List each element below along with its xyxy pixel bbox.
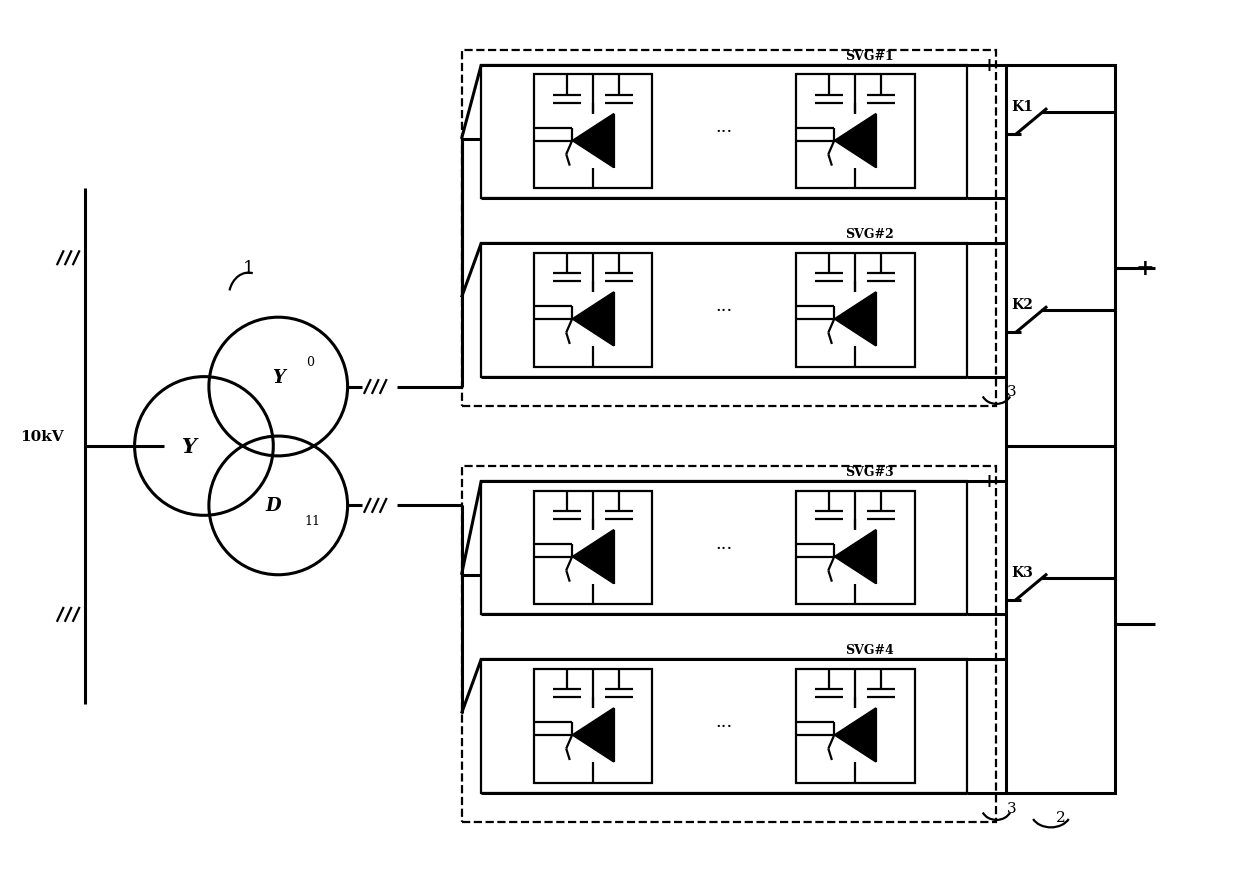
Text: 2: 2	[1056, 811, 1065, 825]
Bar	[796, 491, 915, 605]
Bar	[796, 669, 915, 783]
Text: +: +	[982, 57, 997, 74]
Polygon shape	[572, 708, 614, 762]
Text: 3: 3	[1007, 385, 1016, 399]
Text: ···: ···	[715, 717, 733, 735]
Text: SVG#3: SVG#3	[846, 465, 894, 478]
Text: D: D	[265, 497, 281, 515]
Bar	[481, 66, 967, 199]
Text: 1: 1	[243, 260, 254, 277]
Text: SVG#4: SVG#4	[846, 643, 894, 657]
Text: -: -	[982, 650, 990, 668]
Text: -: -	[1141, 614, 1149, 635]
Text: SVG#2: SVG#2	[846, 228, 894, 241]
Bar	[461, 466, 997, 822]
Text: 10kV: 10kV	[21, 430, 64, 444]
Text: +: +	[1136, 257, 1154, 279]
Text: K2: K2	[1012, 298, 1033, 312]
Text: 3: 3	[1007, 801, 1016, 814]
Bar	[533, 491, 652, 605]
Text: -: -	[982, 235, 990, 253]
Text: Y: Y	[272, 369, 285, 386]
Text: Y: Y	[181, 437, 196, 456]
Text: 11: 11	[305, 514, 321, 527]
Polygon shape	[835, 708, 875, 762]
Bar	[796, 75, 915, 190]
Text: SVG#1: SVG#1	[846, 50, 894, 63]
Bar	[481, 659, 967, 793]
Bar	[481, 481, 967, 615]
Polygon shape	[572, 292, 614, 346]
Bar	[533, 669, 652, 783]
Polygon shape	[835, 530, 875, 584]
Bar	[796, 253, 915, 368]
Text: ···: ···	[715, 123, 733, 141]
Bar	[461, 51, 997, 407]
Polygon shape	[572, 530, 614, 584]
Text: K3: K3	[1012, 565, 1033, 579]
Bar	[481, 244, 967, 377]
Text: ···: ···	[715, 539, 733, 557]
Text: ···: ···	[715, 301, 733, 319]
Polygon shape	[835, 292, 875, 346]
Text: 0: 0	[306, 356, 314, 369]
Text: +: +	[982, 472, 997, 490]
Bar	[533, 253, 652, 368]
Bar	[1007, 66, 1115, 793]
Polygon shape	[572, 114, 614, 168]
Bar	[533, 75, 652, 190]
Polygon shape	[835, 114, 875, 168]
Text: K1: K1	[1012, 100, 1033, 114]
